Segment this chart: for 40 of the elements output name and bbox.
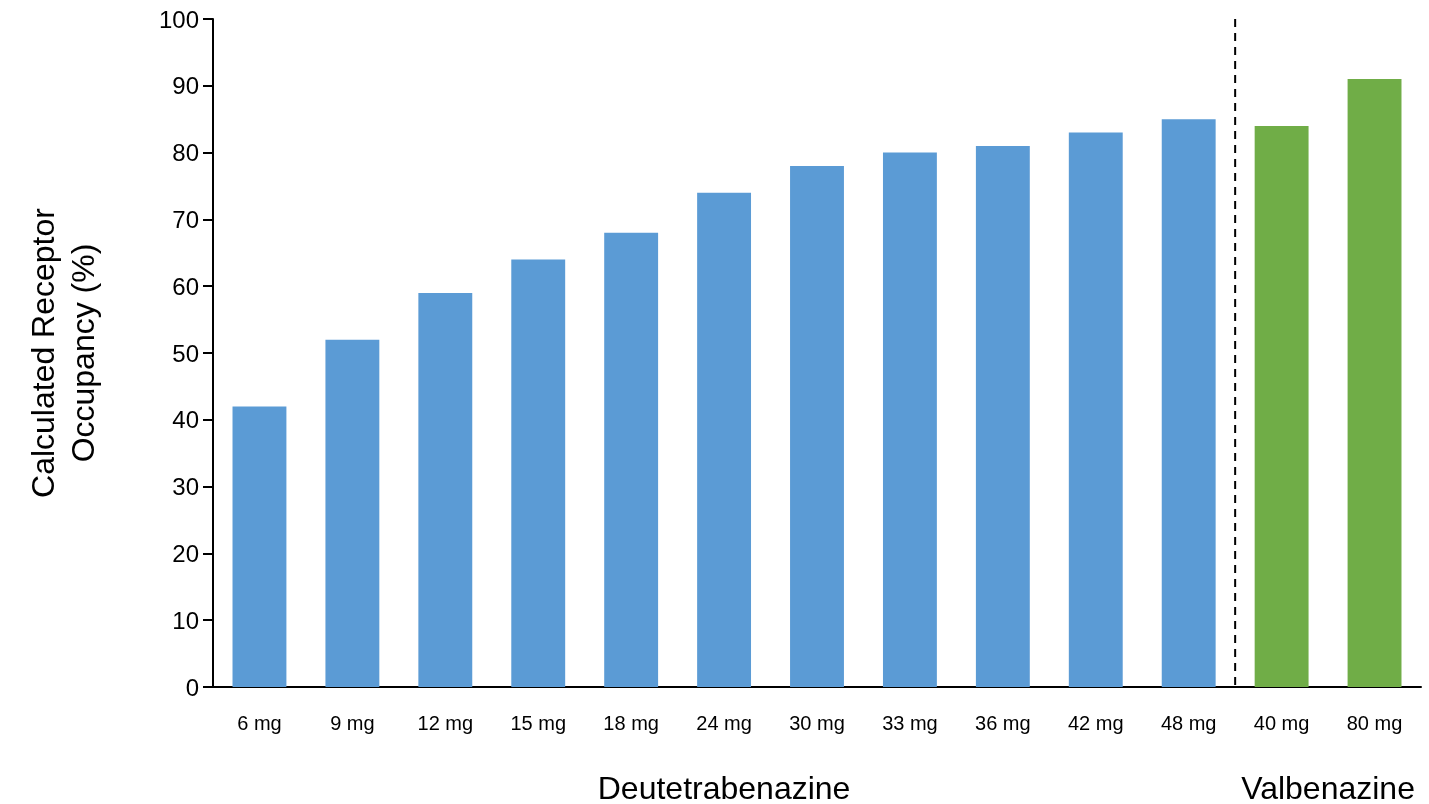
- x-tick-label: 18 mg: [603, 712, 659, 734]
- y-axis-title: Calculated Receptor Occupancy (%): [25, 207, 101, 498]
- text: Deutetrabenazine: [597, 770, 851, 804]
- y-tick-label: 0: [185, 673, 199, 701]
- x-tick-label: 6 mg: [237, 712, 282, 734]
- bar: [1347, 79, 1402, 687]
- x-tick-label: 9 mg: [330, 712, 375, 734]
- bar: [232, 406, 287, 687]
- bar: [975, 145, 1030, 687]
- bar: [790, 165, 844, 687]
- x-tick-label: 48 mg: [1160, 712, 1217, 734]
- x-tick-label: 33 mg: [882, 712, 938, 734]
- x-tick-label: 42 mg: [1067, 712, 1124, 734]
- y-tick-label: 60: [172, 272, 199, 300]
- y-tick-label: 90: [172, 72, 199, 100]
- x-tick-label: 24 mg: [696, 712, 752, 734]
- bar: [1068, 132, 1123, 687]
- bar: [604, 232, 659, 687]
- y-tick-label: 100: [158, 5, 199, 33]
- x-tick-label: 12 mg: [417, 712, 474, 734]
- bar: [882, 152, 937, 687]
- y-tick-label: 50: [172, 339, 199, 367]
- bar: [697, 192, 752, 687]
- x-tick-label: 30 mg: [789, 712, 845, 734]
- y-tick-label: 30: [172, 473, 199, 501]
- bar: [1254, 125, 1309, 687]
- y-tick-label: 20: [172, 539, 199, 567]
- x-tick-label: 40 mg: [1253, 712, 1310, 734]
- y-tick-label: 80: [172, 139, 199, 167]
- x-tick-label: 80 mg: [1346, 712, 1403, 734]
- bar: [325, 339, 380, 687]
- y-tick-label: 70: [172, 205, 199, 233]
- bar: [511, 259, 566, 687]
- y-tick-label: 10: [172, 606, 199, 634]
- text: Valbenazine: [1241, 770, 1415, 804]
- bar: [418, 292, 473, 687]
- y-tick-label: 40: [172, 406, 199, 434]
- x-tick-label: 36 mg: [975, 712, 1031, 734]
- bar: [1161, 119, 1216, 687]
- x-tick-label: 15 mg: [510, 712, 567, 734]
